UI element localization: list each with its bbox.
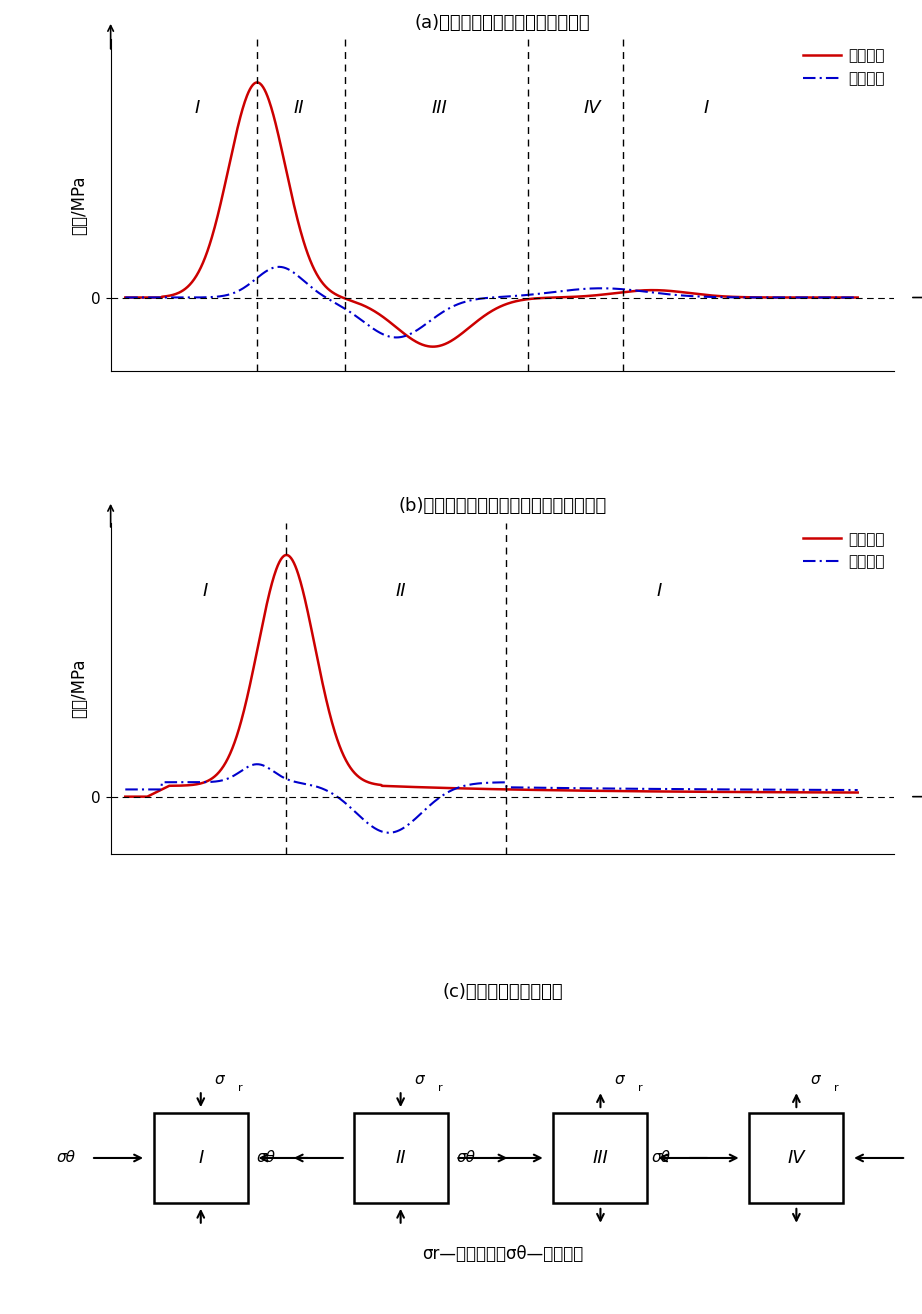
Text: r: r [638,1083,643,1093]
Title: (c)单元体应力状态分析: (c)单元体应力状态分析 [443,983,562,1001]
Text: I: I [195,99,199,117]
径向应力 [443,781,455,796]
Text: σ: σ [415,1072,424,1088]
径向应力 [428,339,439,355]
环向应力 [195,289,206,305]
Text: r: r [239,1083,243,1093]
Text: σθ: σθ [56,1151,76,1166]
环向应力 [384,825,395,841]
Text: σr—径向应力；σθ—环向应力: σr—径向应力；σθ—环向应力 [422,1244,583,1263]
环向应力 [274,259,285,275]
Bar [353,1113,447,1204]
径向应力 [120,289,131,305]
环向应力 [624,781,635,796]
环向应力 [692,289,703,305]
Bar [154,1113,248,1204]
Legend: 径向应力, 环向应力: 径向应力, 环向应力 [797,42,892,92]
环向应力 [252,757,263,773]
Text: III: III [593,1148,609,1167]
Text: σ: σ [810,1072,820,1088]
环向应力 [852,782,863,798]
Text: σθ: σθ [456,1151,475,1166]
Bar [553,1113,647,1204]
Bar [750,1113,844,1204]
Text: I: I [656,582,662,600]
Text: II: II [293,99,304,117]
Line: 环向应力: 环向应力 [125,267,857,338]
Text: σθ: σθ [256,1151,275,1166]
Text: r: r [438,1083,443,1093]
Text: σθ: σθ [652,1151,671,1166]
径向应力 [692,286,703,302]
径向应力 [417,779,428,795]
径向应力 [852,784,863,800]
Text: σ: σ [215,1072,224,1088]
环向应力 [391,330,402,346]
径向应力 [120,788,131,804]
环向应力 [195,774,206,790]
环向应力 [705,289,716,305]
环向应力 [705,782,716,798]
Text: IV: IV [787,1148,805,1167]
径向应力 [852,289,863,305]
Text: r: r [834,1083,839,1093]
Text: I: I [202,582,207,600]
Title: (b)高地应力条件下某点围岩应力时程曲线: (b)高地应力条件下某点围岩应力时程曲线 [398,498,607,515]
环向应力 [624,283,635,298]
环向应力 [418,318,429,334]
Legend: 径向应力, 环向应力: 径向应力, 环向应力 [797,526,892,576]
Line: 径向应力: 径向应力 [125,555,857,796]
Text: III: III [431,99,448,117]
Line: 径向应力: 径向应力 [125,83,857,347]
环向应力 [852,289,863,305]
径向应力 [417,336,428,352]
径向应力 [195,775,206,791]
Text: I: I [703,99,709,117]
径向应力 [623,783,634,799]
径向应力 [281,547,292,562]
径向应力 [704,784,715,800]
环向应力 [120,289,131,305]
径向应力 [252,75,263,91]
Text: II: II [396,582,406,600]
Text: II: II [396,1148,406,1167]
Text: IV: IV [584,99,601,117]
环向应力 [692,782,703,798]
Y-axis label: 应力/MPa: 应力/MPa [70,176,89,235]
Text: σ: σ [615,1072,624,1088]
径向应力 [443,334,455,350]
环向应力 [418,804,429,820]
径向应力 [195,261,206,277]
环向应力 [443,301,455,317]
Title: (a)无地应力某点围岩应力时程曲线: (a)无地应力某点围岩应力时程曲线 [415,14,590,33]
径向应力 [705,288,716,304]
径向应力 [624,284,635,300]
Line: 环向应力: 环向应力 [125,765,857,833]
环向应力 [443,783,455,799]
径向应力 [692,784,703,800]
Text: I: I [198,1148,204,1167]
Y-axis label: 应力/MPa: 应力/MPa [70,658,89,719]
环向应力 [120,782,131,798]
